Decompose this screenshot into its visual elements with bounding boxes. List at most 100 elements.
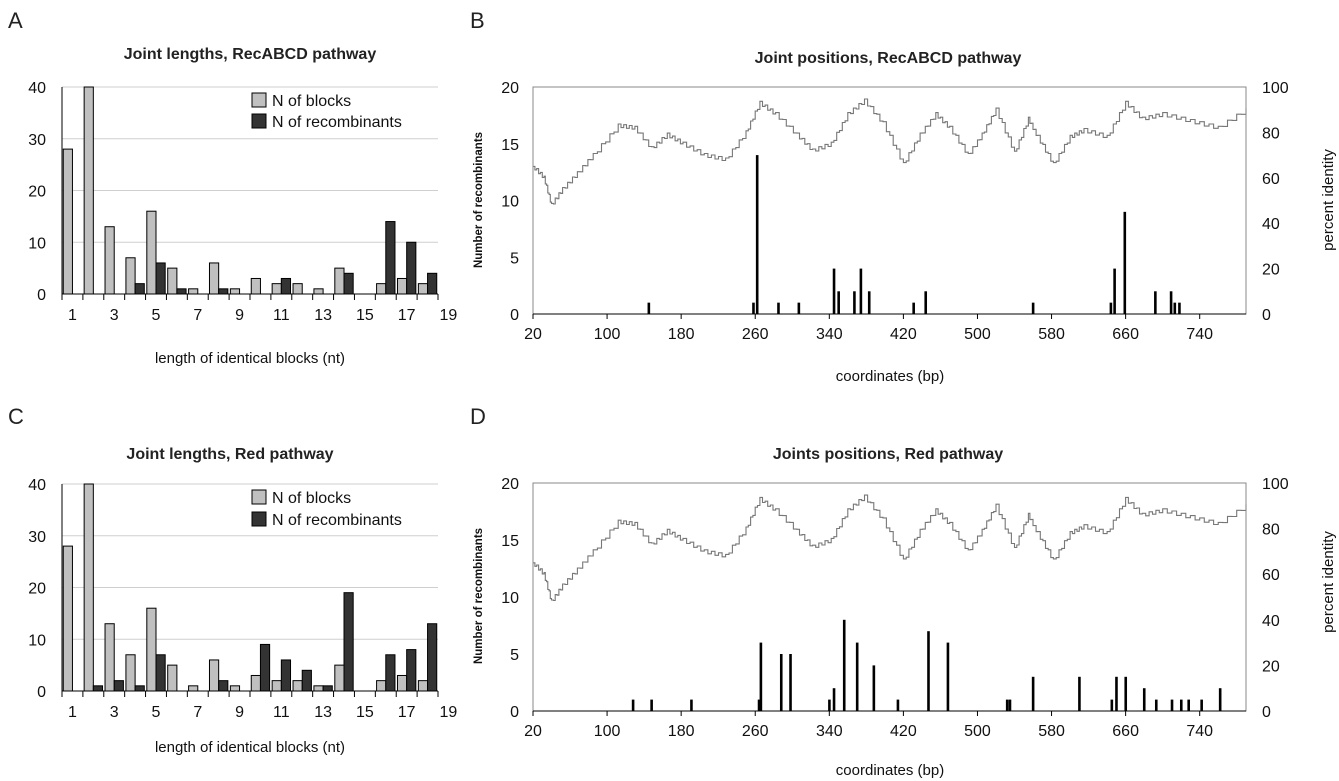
recombinant-bar — [896, 699, 900, 711]
bar-recombinants — [155, 262, 166, 295]
panel-d: D Joints positions, Red pathway 0 5 10 15 20… — [470, 404, 1337, 779]
y-tick-label: 40 — [28, 80, 46, 97]
y-right-tick-label: 40 — [1262, 613, 1280, 630]
x-tick-label: 11 — [273, 704, 290, 721]
x-tick-label: 3 — [110, 307, 119, 324]
recombinant-bar — [647, 302, 651, 314]
bar-blocks — [292, 680, 303, 692]
y-tick-label: 15 — [501, 533, 519, 550]
panel-letter-b: B — [470, 8, 485, 33]
x-tick-label: 7 — [193, 704, 202, 721]
bar-blocks — [208, 659, 220, 692]
recombinant-bar — [1173, 302, 1177, 314]
x-tick-label: 740 — [1186, 326, 1213, 343]
recombinant-bar — [690, 699, 693, 711]
x-tick-label: 17 — [398, 704, 416, 721]
recombinant-bar — [1008, 699, 1012, 711]
legend-swatch-blocks — [251, 92, 267, 108]
recombinant-bar — [867, 291, 871, 314]
bar-blocks — [376, 680, 387, 692]
recombinant-bar — [1154, 699, 1158, 711]
percent-identity-line — [533, 494, 1247, 602]
y-right-tick-label: 20 — [1262, 658, 1280, 675]
y-tick-label: 40 — [28, 477, 46, 494]
panel-c-title: Joint lengths, Red pathway — [126, 446, 333, 463]
percent-identity-line — [533, 98, 1247, 205]
bar-blocks — [334, 664, 345, 692]
panel-b-xlabel: coordinates (bp) — [836, 368, 944, 385]
x-tick-label: 180 — [668, 723, 695, 740]
bar-recombinants — [113, 680, 124, 692]
y-tick-label: 30 — [28, 529, 46, 546]
y-tick-label: 10 — [501, 590, 519, 607]
bar-blocks — [62, 148, 73, 295]
recombinant-bar — [1124, 676, 1128, 711]
x-tick-label: 580 — [1038, 723, 1065, 740]
legend-swatch-recombinants — [251, 113, 267, 129]
panel-d-title: Joints positions, Red pathway — [773, 446, 1003, 463]
legend-label-recombinants: N of recombinants — [272, 512, 402, 529]
bar-blocks — [146, 210, 157, 295]
x-tick-label: 100 — [594, 326, 621, 343]
recombinant-bar — [777, 302, 780, 314]
x-tick-label: 340 — [816, 723, 843, 740]
x-tick-label: 3 — [110, 704, 119, 721]
recombinant-bar — [797, 302, 801, 314]
y-right-tick-label: 100 — [1262, 80, 1289, 97]
bar-blocks — [292, 283, 303, 295]
bar-blocks — [104, 226, 115, 295]
plot-frame — [532, 482, 1247, 712]
recombinant-bar — [1005, 699, 1009, 711]
recombinant-bar — [1113, 268, 1116, 314]
recombinant-bar — [759, 642, 763, 711]
y-tick-label: 10 — [28, 632, 46, 649]
bar-recombinants — [155, 654, 166, 692]
y-tick-label: 0 — [510, 307, 519, 324]
bar-blocks — [313, 288, 324, 295]
panel-a-legend: N of blocks N of recombinants — [251, 92, 402, 131]
bar-blocks — [188, 685, 199, 692]
bar-recombinants — [343, 272, 354, 295]
panel-a-xlabel: length of identical blocks (nt) — [155, 350, 345, 367]
recombinant-bar — [1031, 302, 1035, 314]
recombinant-bar — [1200, 699, 1203, 711]
y-right-tick-label: 0 — [1262, 704, 1271, 721]
recombinant-bar — [832, 688, 836, 711]
bar-blocks — [396, 674, 408, 692]
y-tick-label: 20 — [28, 581, 46, 598]
recombinant-bar — [650, 699, 653, 711]
y-tick-label: 30 — [28, 132, 46, 149]
x-tick-label: 17 — [398, 307, 416, 324]
panel-letter-d: D — [470, 404, 486, 429]
y-right-tick-label: 20 — [1262, 262, 1280, 279]
y-right-tick-label: 60 — [1262, 567, 1280, 584]
x-tick-label: 15 — [356, 307, 374, 324]
x-tick-label: 15 — [356, 704, 374, 721]
x-tick-label: 340 — [816, 326, 843, 343]
x-tick-label: 740 — [1186, 723, 1213, 740]
y-tick-label: 0 — [510, 704, 519, 721]
bar-blocks — [229, 685, 241, 692]
recombinant-bar — [912, 302, 915, 314]
bar-recombinants — [406, 241, 417, 295]
bar-blocks — [250, 674, 261, 692]
panel-c-legend: N of blocks N of recombinants — [251, 489, 402, 529]
bar-recombinants — [301, 669, 312, 692]
x-tick-label: 500 — [964, 723, 991, 740]
recombinant-bar — [1031, 676, 1035, 711]
panel-letter-c: C — [8, 404, 24, 429]
recombinant-bar — [853, 291, 856, 314]
bar-blocks — [250, 277, 261, 295]
x-tick-label: 13 — [314, 307, 332, 324]
panel-b-title: Joint positions, RecABCD pathway — [755, 50, 1022, 67]
bar-recombinants — [385, 654, 396, 692]
bar-blocks — [83, 483, 94, 692]
bar-recombinants — [385, 221, 396, 295]
panel-d-xlabel: coordinates (bp) — [836, 762, 944, 779]
y-tick-label: 10 — [501, 194, 519, 211]
bar-recombinants — [176, 288, 187, 295]
y-tick-label: 0 — [37, 684, 46, 701]
x-tick-label: 260 — [742, 723, 769, 740]
